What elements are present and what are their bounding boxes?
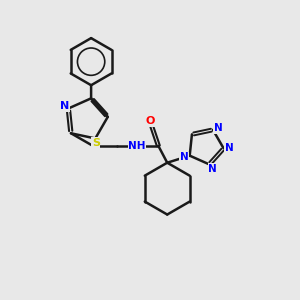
Text: N: N (208, 164, 217, 174)
Text: NH: NH (128, 141, 146, 151)
Text: N: N (60, 101, 69, 111)
Text: N: N (214, 123, 223, 134)
Text: N: N (225, 143, 233, 153)
Text: O: O (146, 116, 155, 127)
Text: N: N (180, 152, 189, 162)
Text: S: S (92, 138, 100, 148)
